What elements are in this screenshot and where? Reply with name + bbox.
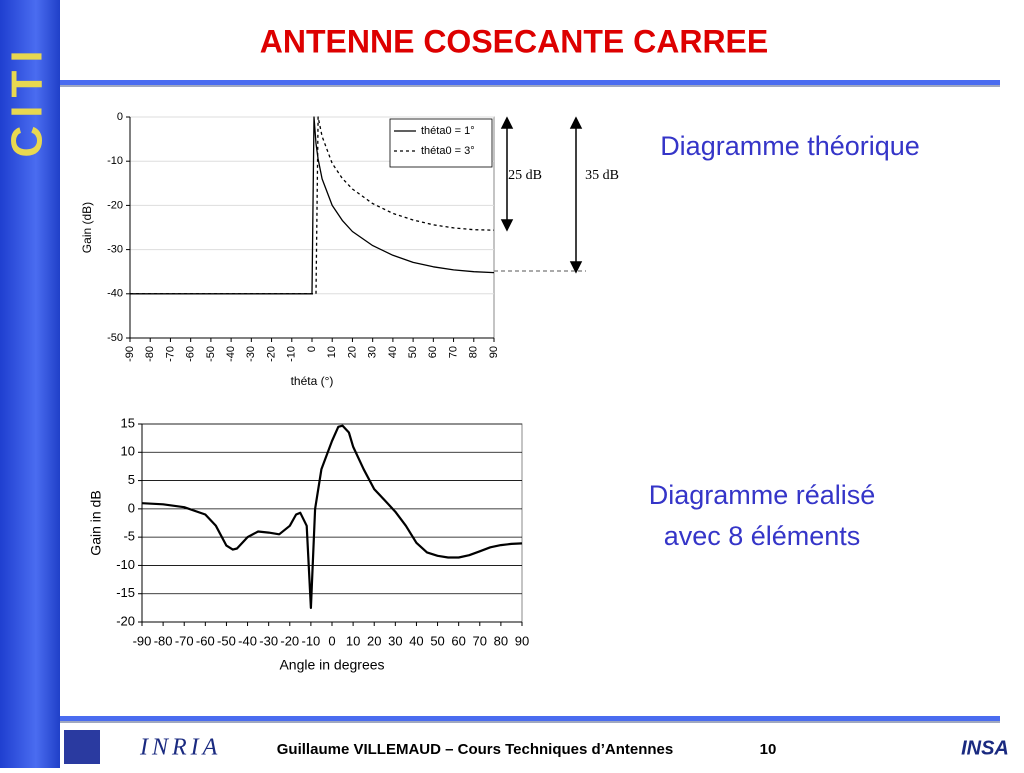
caption: Diagramme réalisé [649,480,876,510]
charts: 0-10-20-30-40-50-90 -80 -70 -60 -50 -40 -30 -20… [80,111,529,673]
y-tick-label: -5 [123,529,135,544]
y-tick-label: -40 [107,288,123,300]
x-tick-label: 70 [473,633,487,648]
x-tick-label: 0 [306,346,318,352]
x-axis-label: théta (°) [291,374,334,388]
x-tick-label: 40 [409,633,423,648]
x-tick-label: -20 [280,633,299,648]
y-tick-label: -20 [116,613,135,628]
legend-label: théta0 = 3° [421,145,475,157]
y-tick-label: -50 [107,332,123,344]
y-tick-label: 10 [121,444,135,459]
dimension-arrows [494,116,586,274]
footer-text: Guillaume VILLEMAUD – Cours Techniques d… [277,741,673,758]
x-tick-label: -30 [259,633,278,648]
y-tick-label: -10 [116,557,135,572]
x-tick-label: -90 [133,633,152,648]
y-tick-label: 0 [128,500,135,515]
x-tick-label: -30 [245,346,257,362]
x-tick-label: -80 [144,346,156,362]
legend-label: théta0 = 1° [421,125,475,137]
y-tick-label: -30 [107,244,123,256]
side-band [0,0,60,768]
x-tick-label: 70 [447,346,459,358]
top-rule [60,80,1000,85]
x-tick-label: -70 [175,633,194,648]
y-tick-label: -15 [116,585,135,600]
x-tick-label: -40 [238,633,257,648]
x-tick-label: 60 [451,633,465,648]
x-tick-label: -90 [124,346,136,362]
series-line [130,116,495,295]
x-tick-label: 50 [407,346,419,358]
x-tick-label: 10 [326,346,338,358]
plot-area [141,423,523,623]
x-tick-label: 30 [388,633,402,648]
x-tick-label: -40 [225,346,237,362]
top-rule-shadow [60,85,1000,87]
x-tick-label: -10 [286,346,298,362]
slide-title: ANTENNE COSECANTE CARREE [260,23,768,59]
y-tick-label: 15 [121,415,135,430]
x-tick-label: -50 [205,346,217,362]
x-tick-label: 0 [328,633,335,648]
x-tick-label: 80 [494,633,508,648]
x-tick-label: 20 [346,346,358,358]
annotation: 35 dB [585,168,619,183]
legend [389,118,493,168]
caption: Diagramme théorique [660,131,920,161]
footer-logo: INRIA [139,735,221,761]
y-tick-label: -20 [107,199,123,211]
x-tick-label: -20 [265,346,277,362]
caption: avec 8 éléments [664,521,861,551]
series-line [130,116,495,295]
y-axis-label: Gain in dB [88,490,104,555]
x-tick-label: 30 [367,346,379,358]
series-line [141,424,523,609]
x-tick-label: 80 [468,346,480,358]
x-tick-label: 90 [515,633,529,648]
page-number: 10 [760,741,777,758]
x-tick-label: -70 [164,346,176,362]
logo-mark [64,730,100,764]
x-tick-label: -10 [301,633,320,648]
y-axis-label: Gain (dB) [80,202,94,253]
bottom-rule [60,716,1000,721]
x-tick-label: -50 [217,633,236,648]
x-tick-label: 60 [427,346,439,358]
x-tick-label: -60 [185,346,197,362]
y-tick-label: 0 [117,111,123,123]
x-axis-label: Angle in degrees [279,657,384,673]
y-tick-label: -10 [107,155,123,167]
footer-logo: INSA [961,737,1009,759]
x-tick-label: -80 [154,633,173,648]
x-tick-label: 50 [430,633,444,648]
x-tick-label: 90 [488,346,500,358]
x-tick-label: 40 [387,346,399,358]
x-tick-label: 20 [367,633,381,648]
logo-text: CITI [3,42,52,157]
annotation: 25 dB [508,168,542,183]
x-tick-label: -60 [196,633,215,648]
x-tick-label: 10 [346,633,360,648]
y-tick-label: 5 [128,472,135,487]
bottom-rule-shadow [60,721,1000,723]
